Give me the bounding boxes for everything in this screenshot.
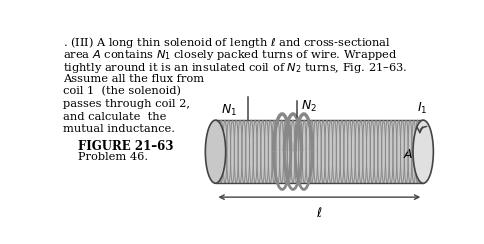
Text: Assume all the flux from: Assume all the flux from bbox=[63, 73, 204, 83]
Bar bbox=[215, 120, 423, 183]
Text: $N_2$: $N_2$ bbox=[301, 99, 317, 114]
Text: $I_1$: $I_1$ bbox=[417, 101, 427, 116]
Text: mutual inductance.: mutual inductance. bbox=[63, 124, 175, 134]
Text: passes through coil 2,: passes through coil 2, bbox=[63, 99, 190, 109]
Text: and calculate  the: and calculate the bbox=[63, 112, 166, 122]
Text: . (III) A long thin solenoid of length $\ell$ and cross-sectional: . (III) A long thin solenoid of length $… bbox=[63, 35, 391, 51]
Text: $N_1$: $N_1$ bbox=[221, 102, 238, 118]
Text: area $A$ contains $N_1$ closely packed turns of wire. Wrapped: area $A$ contains $N_1$ closely packed t… bbox=[63, 48, 397, 62]
Ellipse shape bbox=[413, 120, 433, 183]
Ellipse shape bbox=[205, 120, 226, 183]
Text: tightly around it is an insulated coil of $N_2$ turns, Fig. 21–63.: tightly around it is an insulated coil o… bbox=[63, 61, 407, 75]
Text: $\ell$: $\ell$ bbox=[316, 206, 323, 220]
Text: $A$: $A$ bbox=[403, 148, 414, 161]
Text: coil 1  (the solenoid): coil 1 (the solenoid) bbox=[63, 86, 181, 97]
Text: Problem 46.: Problem 46. bbox=[77, 152, 148, 162]
Text: FIGURE 21–63: FIGURE 21–63 bbox=[77, 140, 173, 153]
